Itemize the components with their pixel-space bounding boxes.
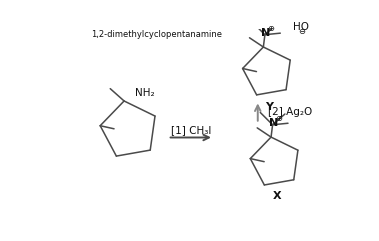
Text: 1,2-dimethylcyclopentanamine: 1,2-dimethylcyclopentanamine <box>91 30 222 39</box>
Text: NH₂: NH₂ <box>135 88 155 98</box>
Text: N: N <box>269 118 278 128</box>
Text: X: X <box>273 191 281 201</box>
Text: ⊕: ⊕ <box>275 114 282 123</box>
Text: [1] CH₃I: [1] CH₃I <box>171 126 211 135</box>
Text: [2] Ag₂O: [2] Ag₂O <box>268 107 312 117</box>
Text: N: N <box>261 28 270 38</box>
Text: HO: HO <box>293 22 309 32</box>
Text: ⊖: ⊖ <box>298 27 305 36</box>
Text: Y: Y <box>265 102 273 112</box>
Text: ⊕: ⊕ <box>268 24 274 33</box>
